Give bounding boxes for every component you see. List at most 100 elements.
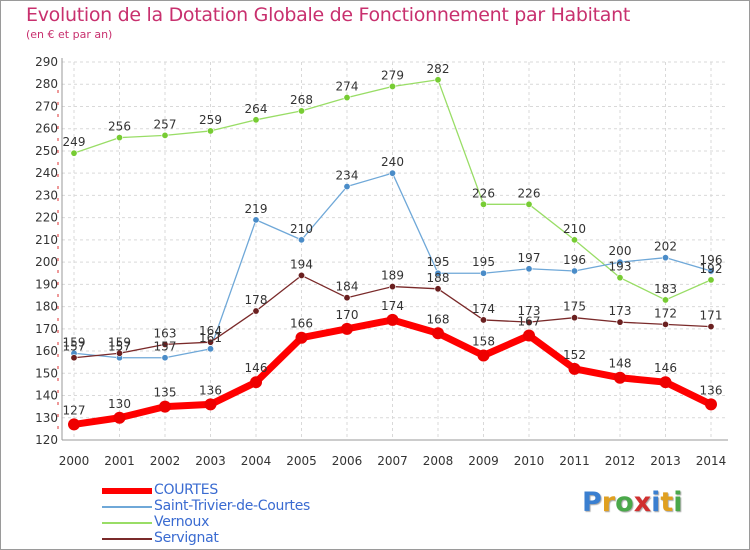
data-label: 158 [472, 335, 495, 349]
data-point [207, 338, 215, 346]
data-label: 159 [108, 335, 131, 349]
data-point [68, 418, 80, 431]
data-point [661, 320, 669, 328]
data-point [614, 371, 626, 384]
data-point [297, 271, 305, 279]
y-tick-label: 280 [35, 77, 58, 91]
data-label: 188 [427, 271, 450, 285]
data-label: 195 [472, 255, 495, 269]
data-label: 274 [336, 80, 359, 94]
data-label: 268 [290, 93, 313, 107]
data-label: 174 [381, 299, 404, 313]
data-point [570, 236, 578, 244]
data-point [479, 200, 487, 208]
data-point [434, 269, 442, 277]
data-label: 196 [700, 253, 723, 267]
x-tick-label: 2007 [377, 454, 408, 468]
data-point [297, 107, 305, 115]
data-point [477, 349, 490, 362]
data-point [707, 276, 715, 284]
data-label: 136 [700, 383, 723, 397]
legend-swatch-courtes [102, 488, 152, 494]
x-tick-label: 2004 [241, 454, 272, 468]
x-tick-label: 2010 [514, 454, 545, 468]
data-label: 152 [563, 348, 586, 362]
x-tick-label: 2005 [286, 454, 317, 468]
data-point [525, 265, 533, 273]
y-tick-label: 200 [35, 255, 58, 269]
data-point [207, 345, 215, 353]
data-point [616, 274, 624, 282]
data-point [343, 94, 351, 102]
data-label: 171 [700, 309, 723, 323]
data-point [161, 340, 169, 348]
data-label: 197 [518, 251, 541, 265]
data-label: 159 [63, 335, 86, 349]
data-label: 195 [427, 255, 450, 269]
chart-subtitle: (en € et par an) [26, 28, 113, 41]
data-point [116, 349, 124, 357]
data-label: 157 [63, 340, 86, 354]
data-label: 173 [518, 304, 541, 318]
legend-swatch-saint-trivier [102, 506, 152, 508]
legend-swatch-vernoux [102, 522, 152, 524]
data-label: 279 [381, 68, 404, 82]
data-point [525, 200, 533, 208]
data-label: 172 [654, 306, 677, 320]
data-labels: 249 256 257 259 264 268 274 279 282 226 226 210 193 1… [63, 62, 723, 418]
data-point [343, 294, 351, 302]
data-label: 178 [245, 293, 268, 307]
data-label: 249 [63, 135, 86, 149]
logo-letter: o [615, 487, 634, 518]
x-tick-label: 2000 [59, 454, 90, 468]
data-label: 127 [63, 403, 86, 417]
data-label: 146 [654, 361, 677, 375]
y-tick-label: 190 [35, 277, 58, 291]
grid-lines [62, 61, 728, 441]
data-label: 175 [563, 300, 586, 314]
data-point [434, 76, 442, 84]
data-label: 257 [154, 117, 177, 131]
data-label: 130 [108, 397, 131, 411]
legend-label-saint-trivier: Saint-Trivier-de-Courtes [154, 498, 311, 514]
data-label: 148 [609, 357, 632, 371]
logo-letter: r [601, 487, 616, 518]
data-point [661, 296, 669, 304]
legend-label-courtes: COURTES [154, 482, 218, 498]
legend-label-vernoux: Vernoux [154, 514, 210, 530]
data-label: 196 [563, 253, 586, 267]
logo-letter: P [582, 487, 602, 518]
x-tick-label: 2014 [696, 454, 727, 468]
data-label: 240 [381, 155, 404, 169]
data-label: 161 [199, 331, 222, 345]
axes: 1201301401501601701801902002102202302402… [35, 55, 728, 468]
y-tick-label: 120 [35, 433, 58, 447]
data-label: 163 [154, 326, 177, 340]
data-label: 226 [472, 186, 495, 200]
data-point [116, 134, 124, 142]
data-label: 146 [245, 361, 268, 375]
data-label: 194 [290, 257, 313, 271]
x-tick-label: 2006 [332, 454, 363, 468]
y-tick-label: 270 [35, 99, 58, 113]
data-point [525, 318, 533, 326]
data-label: 210 [563, 222, 586, 236]
data-point [616, 318, 624, 326]
legend-label-servignat: Servignat [154, 530, 219, 546]
y-tick-label: 150 [35, 366, 58, 380]
data-point [616, 258, 624, 266]
x-tick-label: 2012 [605, 454, 636, 468]
y-tick-label: 140 [35, 389, 58, 403]
data-point [70, 149, 78, 157]
y-tick-label: 210 [35, 233, 58, 247]
x-tick-label: 2001 [104, 454, 135, 468]
data-point [568, 362, 581, 375]
data-point [341, 322, 353, 335]
data-label: 264 [245, 102, 268, 116]
data-label: 193 [609, 260, 632, 274]
data-label: 173 [609, 304, 632, 318]
x-tick-label: 2009 [468, 454, 499, 468]
data-label: 164 [199, 324, 222, 338]
data-point [250, 376, 262, 389]
legend-swatch-servignat [102, 538, 152, 540]
